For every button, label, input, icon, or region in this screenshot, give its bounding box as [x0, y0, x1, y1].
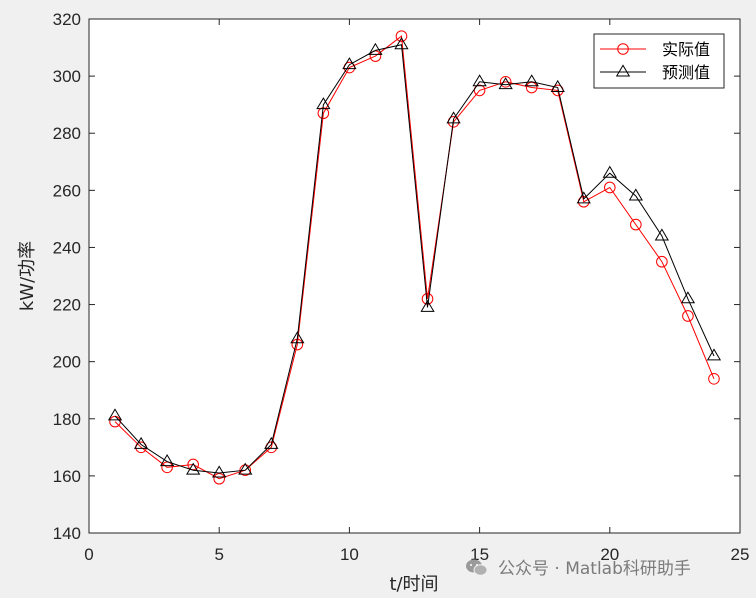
x-tick-label: 25: [731, 545, 750, 564]
x-tick-label: 15: [470, 545, 489, 564]
y-tick-label: 240: [53, 238, 81, 257]
legend-marker: [615, 64, 631, 77]
series-1-point: [239, 464, 252, 476]
series-1-point: [395, 30, 408, 42]
series-2-point: [550, 79, 565, 92]
y-tick-label: 280: [53, 124, 81, 143]
legend-entry-2: 预测值: [600, 63, 710, 82]
series-2-point: [654, 228, 669, 241]
series-1-point: [656, 255, 668, 268]
series-2-point: [159, 454, 175, 467]
series-2-point: [602, 165, 617, 178]
series-2-point: [264, 436, 279, 449]
axes-layer: 0 5 10 15 20 25 140 160 180 200 220 240 260 280 300 320: [53, 10, 750, 564]
legend-box: [593, 33, 725, 89]
series-2-point: [368, 42, 383, 55]
series-1-point: [630, 218, 642, 231]
series-2-point: [628, 188, 643, 201]
series-2-point: [394, 37, 409, 50]
series-2-point: [238, 462, 253, 475]
series-2-point: [290, 331, 305, 344]
series-2-point: [706, 348, 722, 361]
x-tick-label: 20: [600, 545, 619, 564]
series-1-point: [604, 181, 616, 194]
y-tick-label: 200: [53, 353, 81, 372]
y-tick-label: 160: [53, 467, 81, 486]
series-layer: [107, 30, 722, 485]
series-1-point: [499, 76, 512, 88]
series-2-point: [212, 465, 227, 478]
series-2: [107, 37, 722, 478]
wechat-icon: [466, 559, 488, 576]
series-2-point: [472, 74, 487, 87]
series-2-point: [420, 299, 435, 312]
y-axis-label: kW/功率: [17, 241, 38, 311]
series-2-point: [524, 74, 539, 87]
series-1-point: [708, 373, 720, 385]
y-tick-label: 320: [53, 10, 81, 29]
x-tick-label: 0: [84, 545, 93, 564]
series-2-point: [576, 191, 591, 204]
series-2-point: [107, 408, 123, 421]
series-2-point: [133, 436, 149, 449]
plot-area: [89, 19, 740, 533]
series-2-point: [186, 462, 201, 475]
x-tick-label: 10: [340, 545, 359, 564]
series-1-point: [682, 310, 694, 322]
y-tick-label: 180: [53, 410, 81, 429]
series-2-point: [446, 111, 461, 124]
legend-marker: [617, 43, 629, 55]
legend-label: 预测值: [662, 63, 710, 82]
x-tick-label: 5: [214, 545, 223, 564]
watermark-text: 公众号 · Matlab科研助手: [498, 559, 691, 579]
legend-entry-1: 实际值: [600, 40, 710, 59]
x-axis-label: t/时间: [389, 574, 438, 595]
watermark: 公众号 · Matlab科研助手: [466, 559, 691, 579]
y-tick-label: 220: [53, 296, 81, 315]
series-2-point: [316, 97, 331, 110]
legend-label: 实际值: [662, 40, 710, 59]
y-tick-label: 260: [53, 181, 81, 200]
series-2-point: [342, 57, 357, 70]
series-2-point: [680, 291, 696, 304]
y-tick-label: 140: [53, 524, 81, 543]
axes-box: [88, 18, 741, 534]
y-tick-label: 300: [53, 67, 81, 86]
series-1-point: [473, 84, 486, 97]
series-2-point: [498, 77, 513, 90]
